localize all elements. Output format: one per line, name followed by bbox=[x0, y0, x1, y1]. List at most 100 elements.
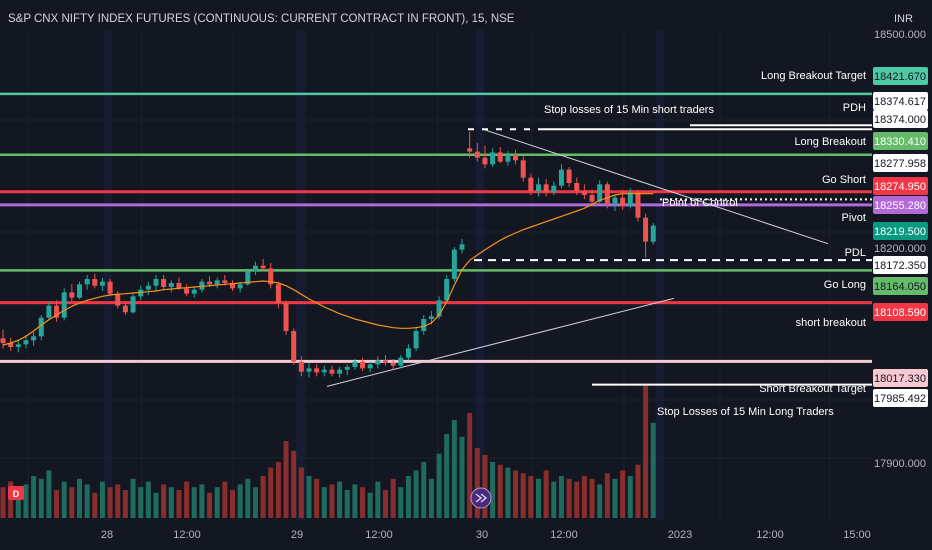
trendlines[interactable] bbox=[326, 129, 829, 387]
volume-bar bbox=[306, 476, 312, 518]
volume-bar bbox=[612, 478, 618, 518]
candle-body bbox=[222, 280, 228, 283]
x-tick-label: 12:00 bbox=[173, 529, 201, 541]
candle-body bbox=[589, 195, 595, 202]
candle-body bbox=[635, 192, 641, 218]
candle-body bbox=[405, 348, 411, 358]
candle-body bbox=[436, 300, 442, 317]
level-label: Short Breakout Target bbox=[759, 383, 866, 395]
candle-body bbox=[421, 319, 427, 331]
candle-body bbox=[604, 184, 610, 205]
volume-bar bbox=[0, 487, 6, 518]
ascending-trendline[interactable] bbox=[326, 297, 675, 387]
volume-bar bbox=[275, 462, 281, 518]
volume-bar bbox=[298, 467, 304, 518]
candle-body bbox=[283, 303, 289, 331]
candle-body bbox=[520, 160, 526, 178]
y-tick-label: 18500.000 bbox=[874, 29, 926, 41]
volume-bar bbox=[199, 484, 205, 518]
volume-bars bbox=[0, 385, 656, 518]
candle-body bbox=[536, 184, 541, 191]
candle-body bbox=[168, 283, 174, 287]
session-band bbox=[298, 30, 306, 520]
candle-body bbox=[620, 197, 626, 206]
volume-bar bbox=[635, 464, 641, 518]
price-badge bbox=[873, 222, 928, 240]
x-tick-label: 29 bbox=[291, 529, 303, 541]
volume-bar bbox=[551, 481, 557, 518]
x-tick-label: 12:00 bbox=[756, 529, 784, 541]
candle-body bbox=[360, 361, 366, 369]
candle-body bbox=[337, 369, 343, 374]
currency-label: INR bbox=[894, 13, 913, 25]
volume-bar bbox=[184, 481, 190, 518]
candle-body bbox=[245, 271, 251, 285]
volume-bar bbox=[597, 484, 603, 518]
volume-bar bbox=[38, 478, 44, 518]
candle-body bbox=[252, 265, 258, 271]
candle-body bbox=[92, 279, 98, 286]
volume-bar bbox=[367, 492, 373, 518]
volume-bar bbox=[505, 467, 511, 518]
volume-bar bbox=[84, 484, 90, 518]
candle-body bbox=[54, 305, 60, 318]
descending-trendline[interactable] bbox=[483, 129, 829, 245]
price-axis[interactable]: 18500.000 18200.000 17900.000 bbox=[874, 29, 926, 470]
price-badge bbox=[873, 277, 928, 295]
volume-bar bbox=[375, 481, 381, 518]
price-badge-text: 18421.670 bbox=[874, 71, 926, 83]
volume-bar bbox=[581, 476, 587, 518]
volume-bar bbox=[513, 470, 519, 518]
candle-body bbox=[627, 192, 633, 206]
volume-bar bbox=[92, 492, 98, 518]
candle-body bbox=[482, 157, 488, 165]
volume-bar bbox=[15, 490, 21, 518]
candle-body bbox=[643, 217, 649, 242]
price-badge-text: 18017.330 bbox=[874, 373, 926, 385]
volume-bar bbox=[574, 481, 580, 518]
candle-body bbox=[375, 360, 381, 365]
volume-bar bbox=[627, 476, 633, 518]
volume-bar bbox=[650, 422, 656, 518]
price-badge bbox=[873, 154, 928, 172]
volume-bar bbox=[99, 481, 105, 518]
time-axis[interactable]: 28 12:00 29 12:00 30 12:00 2023 12:00 15:00 bbox=[101, 529, 871, 541]
candle-body bbox=[176, 283, 182, 289]
x-tick-label: 12:00 bbox=[550, 529, 578, 541]
candle-body bbox=[214, 280, 220, 285]
tv-logo-icon[interactable]: D bbox=[8, 486, 24, 500]
candle-body bbox=[291, 331, 297, 362]
volume-bar bbox=[444, 434, 450, 518]
level-labels: Long Breakout Target 18421.670 PDH 18374.61… bbox=[759, 67, 928, 407]
volume-bar bbox=[482, 455, 488, 518]
price-badge-text: 18374.617 bbox=[874, 96, 926, 108]
candle-body bbox=[513, 155, 519, 161]
volume-bar bbox=[260, 476, 266, 518]
level-label: Long Breakout bbox=[794, 136, 866, 148]
candle-body bbox=[597, 184, 603, 202]
replay-icon[interactable] bbox=[470, 487, 492, 509]
candle-body bbox=[275, 284, 281, 303]
x-tick-label: 2023 bbox=[668, 529, 692, 541]
volume-bar bbox=[46, 470, 52, 518]
volume-bar bbox=[604, 473, 610, 518]
session-band bbox=[656, 30, 664, 520]
volume-bar bbox=[115, 484, 121, 518]
candle-body bbox=[31, 336, 37, 341]
price-badge-text: 18164.050 bbox=[874, 281, 926, 293]
volume-bar bbox=[230, 490, 235, 518]
volume-bar bbox=[161, 484, 167, 518]
level-label: short breakout bbox=[796, 317, 866, 329]
candle-body bbox=[260, 265, 266, 269]
candle-body bbox=[314, 368, 320, 373]
candle-body bbox=[467, 148, 473, 152]
level-label: PDL bbox=[845, 247, 866, 259]
volume-bar bbox=[421, 462, 427, 518]
volume-bar bbox=[337, 481, 343, 518]
candle-body bbox=[474, 151, 480, 158]
volume-bar bbox=[451, 420, 457, 518]
session-band bbox=[104, 30, 112, 520]
volume-bar bbox=[291, 450, 297, 518]
